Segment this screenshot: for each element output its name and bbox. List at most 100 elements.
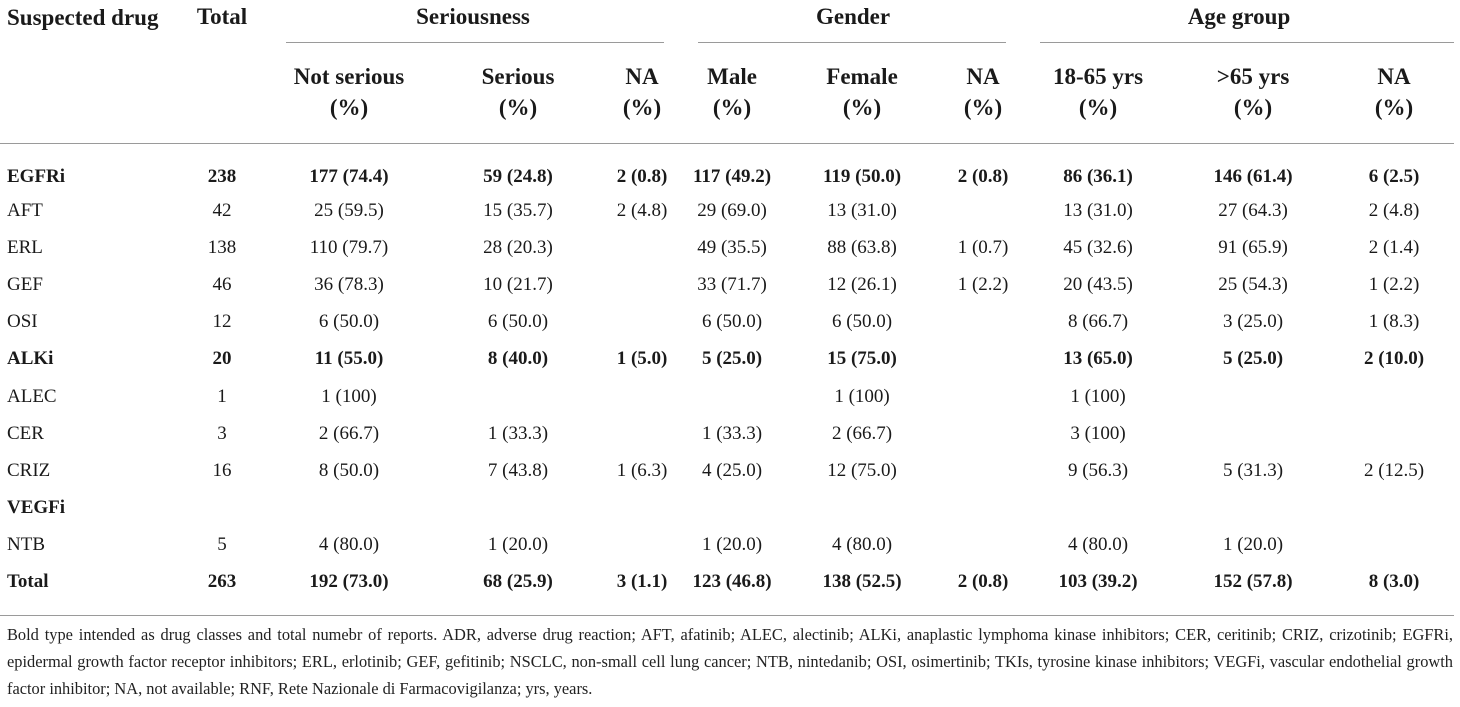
table-cell: 1 (20.0) bbox=[701, 534, 763, 556]
row-drug-label: CRIZ bbox=[7, 459, 51, 481]
header-male: Male (%) bbox=[682, 46, 782, 144]
table-cell: 36 (78.3) bbox=[314, 273, 384, 295]
table-cell: 4 (25.0) bbox=[701, 459, 763, 481]
table-cell: 25 (54.3) bbox=[1218, 273, 1288, 295]
table-cell: 29 (69.0) bbox=[697, 199, 767, 221]
table-cell: 2 (0.8) bbox=[942, 563, 1025, 617]
table-row: EGFRi 238 177 (74.4) 59 (24.8) 2 (0.8) 117 (4… bbox=[0, 144, 1454, 193]
table-cell: 1 (100) bbox=[834, 385, 890, 407]
group-label-age: Age group bbox=[1187, 4, 1291, 29]
table-cell bbox=[1334, 527, 1454, 564]
row-drug-label: NTB bbox=[7, 534, 45, 556]
table-row: ALEC 1 1 (100) 1 (100) 1 (100) bbox=[0, 378, 1454, 415]
header-age-over-65: >65 yrs (%) bbox=[1172, 46, 1334, 144]
table-body: EGFRi 238 177 (74.4) 59 (24.8) 2 (0.8) 117 (4… bbox=[0, 144, 1455, 617]
header-age-na-label: NA bbox=[1377, 64, 1411, 89]
table-cell: 6 (50.0) bbox=[831, 311, 893, 333]
table-cell: 59 (24.8) bbox=[483, 166, 553, 187]
table-cell bbox=[602, 527, 682, 564]
table-cell: 1 (100) bbox=[321, 385, 377, 407]
table-cell: 2 (66.7) bbox=[831, 422, 893, 444]
table-cell bbox=[942, 304, 1024, 341]
table-cell bbox=[1172, 415, 1334, 452]
header-male-label: Male bbox=[707, 64, 757, 89]
table-cell: 6 (50.0) bbox=[701, 311, 763, 333]
header-not-serious-unit: (%) bbox=[329, 95, 369, 120]
table-cell: 46 bbox=[212, 273, 232, 295]
header-female-unit: (%) bbox=[842, 95, 882, 120]
row-drug-label: CER bbox=[7, 422, 44, 444]
table-cell: 4 (80.0) bbox=[1067, 534, 1129, 556]
row-drug-label: ALKi bbox=[7, 348, 54, 370]
header-serious-label: Serious bbox=[481, 64, 555, 89]
table-cell: 4 (80.0) bbox=[831, 534, 893, 556]
table-cell bbox=[602, 304, 682, 341]
table-cell: 13 (65.0) bbox=[1063, 348, 1133, 370]
table-cell: 33 (71.7) bbox=[697, 273, 767, 295]
table-cell: 3 bbox=[217, 422, 227, 444]
table-cell: 49 (35.5) bbox=[697, 236, 767, 258]
table-row: CRIZ 16 8 (50.0) 7 (43.8) 1 (6.3) 4 (25.0) 12 … bbox=[0, 452, 1454, 489]
table-cell bbox=[1172, 490, 1334, 527]
table-cell: 4 (80.0) bbox=[318, 534, 380, 556]
table-cell: 5 (25.0) bbox=[1222, 348, 1284, 370]
table-row: AFT 42 25 (59.5) 15 (35.7) 2 (4.8) 29 (69.0) 1… bbox=[0, 192, 1454, 229]
header-age-na: NA (%) bbox=[1334, 46, 1454, 144]
header-age-over-65-label: >65 yrs bbox=[1216, 64, 1290, 89]
group-label-gender: Gender bbox=[815, 4, 891, 29]
row-drug-label: AFT bbox=[7, 199, 43, 221]
table-cell bbox=[942, 490, 1024, 527]
table-cell: 13 (31.0) bbox=[827, 199, 897, 221]
table-cell: 117 (49.2) bbox=[692, 166, 772, 187]
table-row: ERL 138 110 (79.7) 28 (20.3) 49 (35.5) 88 (63… bbox=[0, 229, 1454, 266]
header-not-serious: Not serious (%) bbox=[264, 46, 434, 144]
header-seriousness-na: NA (%) bbox=[602, 46, 682, 144]
table-cell: 123 (46.8) bbox=[682, 563, 783, 617]
table-cell: 25 (59.5) bbox=[314, 199, 384, 221]
header-row-subcolumns: Not serious (%) Serious (%) NA (%) Male (%) Fema… bbox=[0, 46, 1455, 144]
table-cell: 5 (25.0) bbox=[701, 348, 763, 370]
header-age-18-65-unit: (%) bbox=[1078, 95, 1118, 120]
header-age-na-unit: (%) bbox=[1374, 95, 1414, 120]
row-drug-label: ERL bbox=[7, 236, 43, 258]
table-cell: 138 (52.5) bbox=[782, 563, 943, 617]
table-cell bbox=[782, 490, 942, 527]
table-cell: 1 bbox=[217, 385, 227, 407]
table-cell bbox=[602, 490, 682, 527]
header-gender-na-label: NA bbox=[966, 64, 1000, 89]
table-cell: 152 (57.8) bbox=[1172, 563, 1335, 617]
table-cell: 86 (36.1) bbox=[1063, 166, 1133, 187]
group-underline-seriousness bbox=[286, 42, 665, 43]
table-cell: 2 (1.4) bbox=[1368, 236, 1420, 258]
table-cell: 8 (66.7) bbox=[1067, 311, 1129, 333]
table-cell: 2 (66.7) bbox=[318, 422, 380, 444]
row-drug-label: GEF bbox=[7, 273, 43, 295]
table-cell: 12 (26.1) bbox=[827, 273, 897, 295]
table-cell: 1 (6.3) bbox=[616, 459, 668, 481]
header-age-over-65-unit: (%) bbox=[1233, 95, 1273, 120]
table-cell: 45 (32.6) bbox=[1063, 236, 1133, 258]
table-cell: 68 (25.9) bbox=[434, 563, 602, 617]
header-serious: Serious (%) bbox=[434, 46, 602, 144]
table-row: ALKi 20 11 (55.0) 8 (40.0) 1 (5.0) 5 (25.0) 15… bbox=[0, 341, 1454, 378]
table-cell: 146 (61.4) bbox=[1213, 166, 1293, 187]
table-cell: 6 (50.0) bbox=[487, 311, 549, 333]
header-age-18-65: 18-65 yrs (%) bbox=[1024, 46, 1172, 144]
table-cell: 2 (0.8) bbox=[616, 166, 668, 187]
row-drug-label: OSI bbox=[7, 311, 38, 333]
header-suspected-drug: Suspected drug bbox=[0, 0, 180, 144]
table-cell: 91 (65.9) bbox=[1218, 236, 1288, 258]
header-gender-na: NA (%) bbox=[942, 46, 1024, 144]
table-cell bbox=[602, 415, 682, 452]
table-cell: 3 (100) bbox=[1070, 422, 1126, 444]
header-total: Total bbox=[180, 0, 264, 144]
table-row: VEGFi bbox=[0, 490, 1454, 527]
table-cell: 5 bbox=[217, 534, 227, 556]
table-cell: 3 (1.1) bbox=[602, 563, 683, 617]
table-cell: 110 (79.7) bbox=[309, 236, 389, 258]
table-row: OSI 12 6 (50.0) 6 (50.0) 6 (50.0) 6 (50.0) 8 (… bbox=[0, 304, 1454, 341]
table-cell: 1 (2.2) bbox=[1368, 273, 1420, 295]
table-cell: 1 (20.0) bbox=[1222, 534, 1284, 556]
table-cell: 2 (0.8) bbox=[957, 166, 1009, 187]
group-underline-gender bbox=[698, 42, 1007, 43]
